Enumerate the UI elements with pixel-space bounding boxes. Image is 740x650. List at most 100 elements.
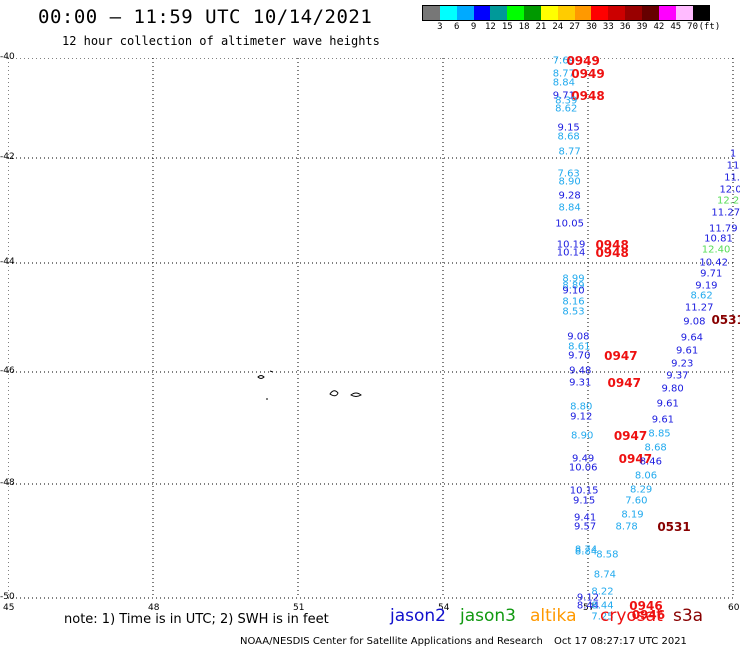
wave-height-value: 7.63 xyxy=(557,168,580,180)
pass-time-label: 0948 xyxy=(595,245,629,260)
wave-height-value: 8.90 xyxy=(558,176,581,188)
pass-time-label: 0946 xyxy=(629,599,663,614)
legend-swatch xyxy=(423,6,440,20)
wave-height-value: 9.48 xyxy=(569,365,592,377)
latitude-label: -48 xyxy=(0,478,15,488)
legend-label: 70 xyxy=(687,22,699,32)
wave-height-value: 9.15 xyxy=(557,122,580,134)
pass-time-label: 0947 xyxy=(604,348,638,363)
wave-height-value: 9.71 xyxy=(700,268,723,280)
wave-height-value: 7.25 xyxy=(591,611,614,623)
wave-height-value: 9.28 xyxy=(558,190,581,202)
longitude-label: 54 xyxy=(438,603,450,613)
legend-swatch xyxy=(625,6,642,20)
legend-swatch xyxy=(540,6,558,20)
wave-height-value: 8.84 xyxy=(552,77,575,89)
latitude-label: -44 xyxy=(0,257,15,267)
wave-height-value: 8.84 xyxy=(558,202,581,214)
pass-time-label: 0947 xyxy=(618,451,653,466)
wave-height-value: 8.74 xyxy=(593,569,617,581)
wave-height-value: 8.68 xyxy=(644,442,667,454)
pass-time-label: 0949 xyxy=(566,53,600,68)
footnote: note: 1) Time is in UTC; 2) SWH is in fe… xyxy=(64,612,329,627)
wave-height-value: 9.12 xyxy=(576,592,600,604)
wave-height-value: 9.61 xyxy=(675,345,699,357)
wave-height-value: 8.61 xyxy=(568,341,591,353)
satellite-cryosat-label: cryosat xyxy=(600,606,663,626)
wave-height-value: 11.27 xyxy=(684,302,714,314)
legend-swatch xyxy=(658,6,676,20)
wave-height-value: 11.27 xyxy=(711,207,740,219)
longitude-label: 57 xyxy=(583,603,595,613)
wave-height-value: 9.71 xyxy=(552,90,575,101)
pass-time-label: 0947 xyxy=(607,376,641,391)
wave-height-value: 10.06 xyxy=(568,462,598,474)
legend-swatch xyxy=(692,6,710,20)
wave-height-value: 9.15 xyxy=(572,495,596,507)
satellite-altika-label: altika xyxy=(530,606,577,626)
color-scale-legend xyxy=(422,5,711,21)
wave-height-value: 8.44 xyxy=(576,600,600,612)
legend-swatch xyxy=(524,6,541,20)
pass-time-label: 0531 xyxy=(711,313,740,328)
wave-height-value: 10.81 xyxy=(704,233,733,245)
legend-swatch xyxy=(591,6,609,20)
wave-height-value: 9.61 xyxy=(656,398,679,410)
legend-label: (ft) xyxy=(698,22,721,32)
wave-height-value: 9.37 xyxy=(666,370,689,382)
legend-swatch xyxy=(641,6,659,20)
wave-height-value: 8.06 xyxy=(634,470,658,482)
legend-swatch xyxy=(490,6,508,20)
legend-label: 9 xyxy=(470,22,477,32)
wave-height-value: 10.15 xyxy=(569,485,599,497)
wave-height-value: 9.19 xyxy=(695,280,718,292)
longitude-label: 45 xyxy=(3,603,15,613)
page-subtitle: 12 hour collection of altimeter wave hei… xyxy=(62,34,380,48)
wave-height-value: 8.78 xyxy=(615,521,638,533)
wave-height-value: 7.60 xyxy=(625,495,648,507)
latitude-label: -42 xyxy=(0,152,15,162)
legend-swatch xyxy=(473,6,491,20)
legend-swatch xyxy=(439,6,457,20)
wave-height-value: 8.68 xyxy=(557,131,580,143)
latitude-label: -50 xyxy=(0,592,15,602)
legend-label: 21 xyxy=(535,22,547,32)
wave-height-value: 1 xyxy=(729,148,737,160)
longitude-label: 60 xyxy=(728,603,740,613)
latitude-label: -46 xyxy=(0,366,15,376)
wave-height-value: 8.53 xyxy=(562,306,585,318)
wave-height-value: 8.90 xyxy=(571,430,594,442)
wave-height-value: 9.64 xyxy=(680,332,704,344)
wave-height-value: 9.08 xyxy=(567,331,590,343)
wave-height-value: 8.39 xyxy=(555,95,578,106)
wave-height-value: 11 xyxy=(726,160,740,172)
legend-label: 33 xyxy=(602,22,614,32)
pass-time-label: 0949 xyxy=(571,67,605,81)
generated-timestamp: Oct 17 08:27:17 UTC 2021 xyxy=(554,636,687,647)
map-grid xyxy=(8,58,734,599)
legend-swatch xyxy=(574,6,592,20)
pass-time-label: 0948 xyxy=(571,88,605,103)
legend-swatch xyxy=(507,6,525,20)
wave-height-value: 11.79 xyxy=(709,223,738,235)
wave-height-value: 8.16 xyxy=(562,296,585,308)
wave-height-value: 10.19 xyxy=(556,239,586,251)
legend-label: 39 xyxy=(636,22,648,32)
wave-height-value: 8.77 xyxy=(552,68,575,80)
legend-swatch xyxy=(557,6,575,20)
pass-time-label: 0946 xyxy=(631,607,666,622)
legend-label: 15 xyxy=(501,22,513,32)
wave-height-value: 9.57 xyxy=(573,521,597,533)
wave-height-value: 8.62 xyxy=(555,103,578,115)
satellite-jason3-label: jason3 xyxy=(460,606,516,626)
pass-time-label: 0531 xyxy=(657,519,691,534)
pass-time-label: 0948 xyxy=(595,237,629,252)
wave-height-value: 12.2 xyxy=(717,195,740,207)
wave-height-value: 11. xyxy=(724,172,740,184)
wave-height-value: 9.08 xyxy=(683,316,706,328)
satellite-jason2-label: jason2 xyxy=(390,606,446,626)
wave-height-value: 7.69 xyxy=(552,55,575,66)
wave-height-value: 8.29 xyxy=(630,484,653,496)
wave-height-value: 10.42 xyxy=(699,257,728,269)
wave-height-value: 8.99 xyxy=(562,273,585,285)
